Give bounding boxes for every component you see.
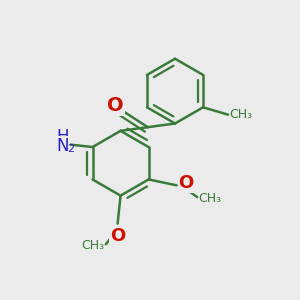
Text: O: O (110, 226, 125, 244)
Text: O: O (107, 96, 124, 115)
Text: CH₃: CH₃ (199, 192, 222, 205)
Text: 2: 2 (67, 144, 74, 154)
Text: N: N (57, 136, 69, 154)
Text: CH₃: CH₃ (81, 239, 104, 252)
Text: CH₃: CH₃ (230, 108, 253, 121)
Text: H: H (57, 128, 69, 146)
Text: O: O (178, 174, 193, 192)
